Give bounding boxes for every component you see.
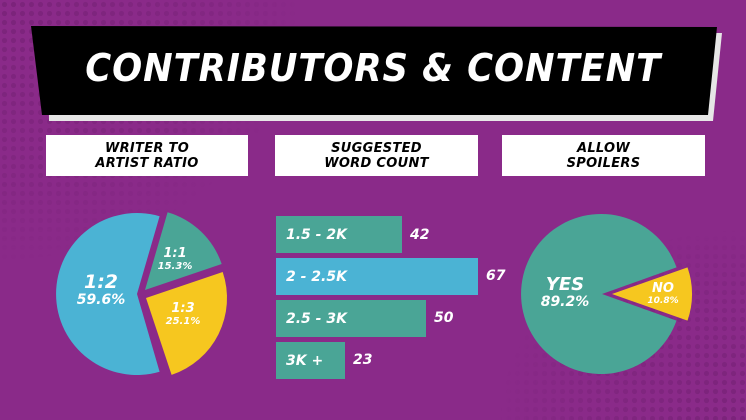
heading-line-1: SUGGESTED — [331, 140, 422, 156]
pie-label-1-2: 1:2 59.6% — [76, 271, 126, 308]
bar-3k-plus: 3K + — [276, 342, 345, 379]
pie-slice-no — [612, 267, 693, 321]
bar-value: 42 — [410, 227, 430, 243]
pie-label-yes: YES 89.2% — [540, 274, 590, 311]
bar-value: 23 — [353, 352, 373, 368]
pie-slice-yes — [521, 214, 677, 375]
heading-line-2: ARTIST RATIO — [95, 155, 199, 171]
bar-label: 2.5 - 3K — [286, 310, 347, 327]
pie-label-1-3: 1:3 25.1% — [165, 301, 201, 328]
pie-slice-1-3 — [146, 272, 228, 375]
heading-line-2: WORD COUNT — [324, 155, 429, 171]
heading-suggested-word-count: SUGGESTED WORD COUNT — [275, 135, 478, 176]
banner-shape — [31, 26, 722, 121]
bar-2-2-5k: 2 - 2.5K — [276, 258, 478, 295]
bar-value: 67 — [486, 268, 506, 284]
heading-line-2: SPOILERS — [566, 155, 641, 171]
bar-2-5-3k: 2.5 - 3K — [276, 300, 426, 337]
bar-label: 3K + — [286, 352, 324, 369]
heading-writer-artist-ratio: WRITER TO ARTIST RATIO — [46, 135, 248, 176]
pie-slice-1-1 — [145, 212, 222, 290]
heading-allow-spoilers: ALLOW SPOILERS — [502, 135, 705, 176]
page-title: CONTRIBUTORS & CONTENT — [85, 46, 662, 90]
pie-slice-1-2 — [56, 213, 160, 376]
heading-line-1: WRITER TO — [104, 140, 190, 156]
pie-label-no: NO 10.8% — [647, 281, 679, 306]
bar-1-5-2k: 1.5 - 2K — [276, 216, 402, 253]
pie-label-1-1: 1:1 15.3% — [157, 246, 193, 273]
heading-line-1: ALLOW — [576, 140, 631, 156]
title-banner: CONTRIBUTORS & CONTENT — [0, 0, 746, 130]
bar-value: 50 — [434, 310, 454, 326]
bar-label: 1.5 - 2K — [286, 226, 347, 243]
bar-label: 2 - 2.5K — [286, 268, 347, 285]
